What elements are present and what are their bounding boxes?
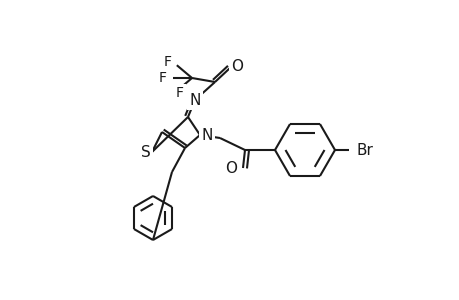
Text: F: F [176,86,184,100]
Text: O: O [230,58,242,74]
Text: F: F [159,71,167,85]
Text: N: N [189,92,200,107]
Text: Br: Br [356,142,373,158]
Text: F: F [164,55,172,69]
Text: O: O [224,160,236,175]
Text: S: S [141,145,151,160]
Text: N: N [201,128,212,142]
